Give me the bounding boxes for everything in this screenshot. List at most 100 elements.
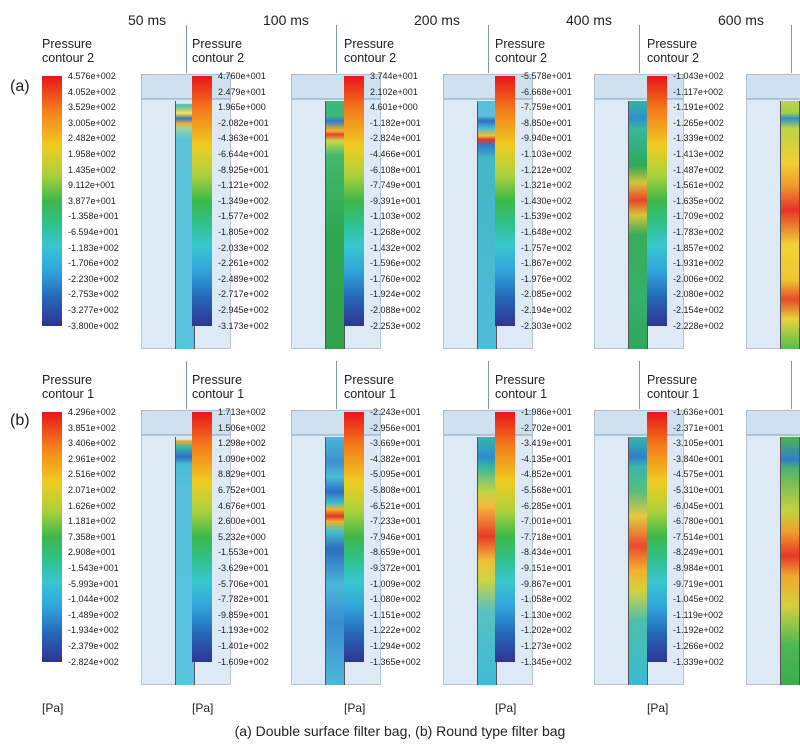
- colorbar-tick-label: -5.808e+001: [370, 485, 421, 495]
- colorbar-tick-label: -7.514e+001: [673, 531, 724, 542]
- colorbar-tick-label: 6.752e+001: [218, 485, 266, 495]
- colorbar-tick-label: -1.805e+002: [218, 227, 269, 237]
- colorbar-tick-label: -1.432e+002: [370, 242, 421, 253]
- colorbar-tick-label: -1.339e+002: [673, 656, 724, 667]
- colorbar-tick-label: 4.576e+002: [68, 71, 116, 81]
- colorbar-tick-label: -1.561e+002: [673, 180, 724, 191]
- colorbar-tick-label: -1.265e+002: [673, 117, 724, 128]
- panel-title: Pressure contour 2: [42, 37, 95, 65]
- rod: [186, 361, 187, 409]
- colorbar-tick-label: -7.782e+001: [218, 594, 269, 605]
- colorbar-tick-label: -6.045e+001: [673, 500, 724, 511]
- time-label: 50 ms: [128, 12, 167, 28]
- panel-title: Pressure contour 2: [192, 37, 245, 65]
- colorbar: [495, 76, 515, 326]
- colorbar-tick-label: -1.121e+002: [218, 180, 269, 191]
- colorbar-tick-label: -7.946e+001: [370, 531, 421, 542]
- colorbar-tick-label: -4.852e+001: [521, 469, 572, 480]
- colorbar-tick-label: 3.851e+002: [68, 422, 116, 433]
- colorbar: [42, 76, 62, 326]
- unit-label: [Pa]: [344, 701, 366, 715]
- rod: [791, 25, 792, 73]
- colorbar-tick-label: -6.644e+001: [218, 149, 269, 159]
- colorbar-tick-label: -4.466e+001: [370, 149, 421, 159]
- colorbar: [647, 76, 667, 326]
- time-label: 100 ms: [263, 12, 309, 28]
- colorbar-tick-label: -2.824e+001: [370, 133, 421, 144]
- colorbar-tick-label: -9.859e+001: [218, 609, 269, 620]
- colorbar-tick-label: 2.908e+001: [68, 547, 116, 558]
- colorbar-tick-label: -1.202e+002: [521, 625, 572, 636]
- colorbar-tick-label: -3.629e+001: [218, 563, 269, 573]
- colorbar-tick-label: -7.749e+001: [370, 180, 421, 191]
- colorbar-tick-label: 1.626e+002: [68, 500, 116, 511]
- colorbar-tick-label: 4.601e+000: [370, 102, 418, 113]
- colorbar-tick-label: -1.413e+002: [673, 149, 724, 159]
- colorbar-tick-label: -1.043e+002: [673, 71, 724, 81]
- colorbar-tick-label: -1.706e+002: [68, 258, 119, 269]
- colorbar-tick-label: -1.635e+002: [673, 195, 724, 206]
- colorbar-tick-label: -1.757e+002: [521, 242, 572, 253]
- colorbar-tick-label: -2.230e+002: [68, 273, 119, 284]
- colorbar-tick-label: -1.119e+002: [673, 609, 724, 620]
- colorbar-tick-label: -2.082e+001: [218, 117, 269, 128]
- colorbar-tick-label: -1.345e+002: [521, 656, 572, 667]
- colorbar-tick-label: -1.857e+002: [673, 242, 724, 253]
- colorbar-tick-label: -1.321e+002: [521, 180, 572, 191]
- colorbar-tick-label: -1.182e+001: [370, 117, 421, 128]
- colorbar-tick-label: 3.406e+002: [68, 438, 116, 449]
- pressure-contour: [628, 101, 648, 349]
- bag-cap: [291, 410, 381, 435]
- colorbar-tick-label: -9.391e+001: [370, 195, 421, 206]
- panel-title: Pressure contour 2: [495, 37, 548, 65]
- colorbar-tick-label: -1.430e+002: [521, 195, 572, 206]
- colorbar-tick-label: -2.088e+002: [370, 305, 421, 315]
- colorbar-tick-label: -1.783e+002: [673, 227, 724, 237]
- colorbar-tick-label: -6.668e+001: [521, 86, 572, 97]
- colorbar-tick-label: 2.479e+001: [218, 86, 266, 97]
- colorbar-tick-label: -2.824e+002: [68, 656, 119, 667]
- colorbar-tick-label: 1.506e+002: [218, 422, 266, 433]
- rod: [186, 25, 187, 73]
- time-label: 600 ms: [718, 12, 764, 28]
- colorbar-tick-label: -3.173e+002: [218, 320, 269, 331]
- pressure-contour: [477, 437, 497, 685]
- colorbar-tick-label: 1.965e+000: [218, 102, 266, 113]
- colorbar-tick-label: 5.232e+000: [218, 531, 266, 542]
- colorbar-tick-label: -2.194e+002: [521, 305, 572, 315]
- colorbar-tick-label: -2.253e+002: [370, 320, 421, 331]
- colorbar-tick-label: -1.009e+002: [370, 578, 421, 589]
- colorbar-tick-label: 1.181e+002: [68, 516, 116, 527]
- colorbar-tick-label: -6.285e+001: [521, 500, 572, 511]
- colorbar-tick-label: -1.489e+002: [68, 609, 119, 620]
- colorbar-tick-label: -7.001e+001: [521, 516, 572, 527]
- colorbar-tick-label: -1.191e+002: [673, 102, 724, 113]
- colorbar-tick-label: -1.539e+002: [521, 211, 572, 222]
- colorbar-tick-label: -6.521e+001: [370, 500, 421, 511]
- colorbar-tick-label: -1.212e+002: [521, 164, 572, 175]
- colorbar-tick-label: -2.753e+002: [68, 289, 119, 300]
- colorbar-tick-label: -3.800e+002: [68, 320, 119, 331]
- colorbar-tick-label: -3.105e+001: [673, 438, 724, 449]
- rod: [336, 25, 337, 73]
- colorbar: [495, 412, 515, 662]
- colorbar-tick-label: -1.976e+002: [521, 273, 572, 284]
- colorbar-tick-label: 3.877e+001: [68, 195, 116, 206]
- colorbar-tick-label: 1.713e+002: [218, 407, 266, 417]
- colorbar-tick-label: -8.249e+001: [673, 547, 724, 558]
- unit-label: [Pa]: [192, 701, 214, 715]
- colorbar-tick-label: -1.609e+002: [218, 656, 269, 667]
- colorbar-tick-label: 4.676e+001: [218, 500, 266, 511]
- colorbar-tick-label: -2.379e+002: [68, 641, 119, 651]
- colorbar-tick-label: -5.095e+001: [370, 469, 421, 480]
- colorbar-tick-label: 2.482e+002: [68, 133, 116, 144]
- colorbar-tick-label: -9.867e+001: [521, 578, 572, 589]
- pressure-contour: [325, 437, 345, 685]
- rod: [639, 361, 640, 409]
- panel-title: Pressure contour 2: [647, 37, 700, 65]
- colorbar-tick-label: 4.052e+002: [68, 86, 116, 97]
- colorbar-tick-label: -7.759e+001: [521, 102, 572, 113]
- colorbar-tick-label: -1.058e+002: [521, 594, 572, 605]
- colorbar-tick-label: -1.268e+002: [370, 227, 421, 237]
- colorbar-tick-label: -9.372e+001: [370, 563, 421, 573]
